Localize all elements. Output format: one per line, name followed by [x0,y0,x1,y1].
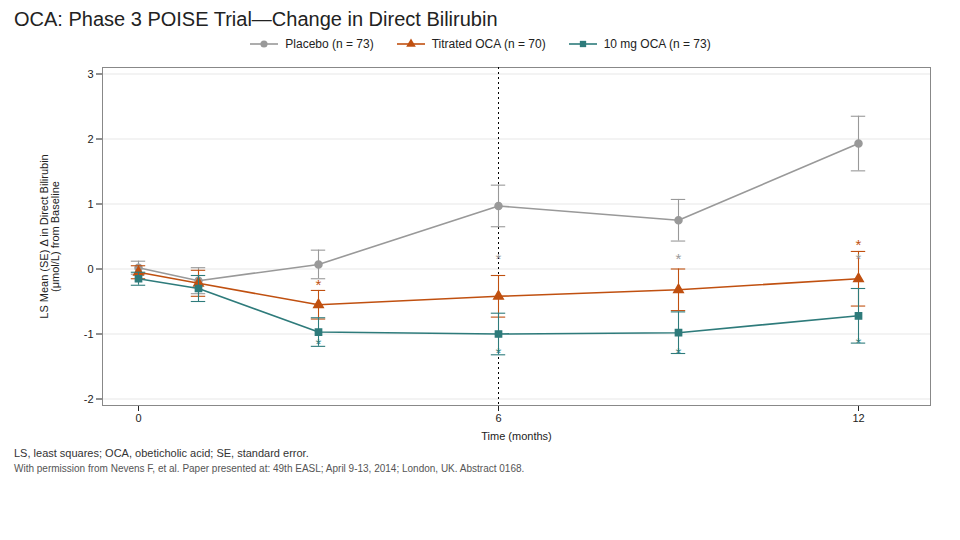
svg-text:LS Mean (SE) Δ in Direct Bilir: LS Mean (SE) Δ in Direct Bilirubin(μmol/… [38,154,61,318]
svg-text:*: * [676,250,682,267]
svg-text:Time (months): Time (months) [481,430,552,442]
svg-text:3: 3 [87,68,93,80]
svg-text:-1: -1 [84,328,94,340]
svg-text:12: 12 [852,412,864,424]
svg-text:2: 2 [87,133,93,145]
html-text:OCA: Phase 3 POISE Trial—Chang: OCA: Phase 3 POISE Trial—Change in Direc… [14,8,498,30]
svg-text:*: * [676,344,682,361]
svg-text:*: * [316,335,322,352]
html-text:10 mg OCA (n = 73): 10 mg OCA (n = 73) [603,37,711,51]
html-text:Titrated OCA (n = 70): Titrated OCA (n = 70) [431,37,546,51]
html-text:With permission from Nevens F,: With permission from Nevens F, et al. Pa… [14,463,525,474]
svg-text:0: 0 [135,412,141,424]
svg-text:-2: -2 [84,393,94,405]
svg-text:1: 1 [87,198,93,210]
svg-text:*: * [316,276,322,293]
html-text:Placebo (n = 73): Placebo (n = 73) [285,37,374,51]
svg-text:6: 6 [495,412,501,424]
svg-text:*: * [496,344,502,361]
svg-text:*: * [856,236,862,253]
svg-text:*: * [496,250,502,267]
html-text:LS, least squares; OCA, obetic: LS, least squares; OCA, obeticholic acid… [14,447,309,459]
svg-text:0: 0 [87,263,93,275]
svg-text:*: * [856,334,862,351]
